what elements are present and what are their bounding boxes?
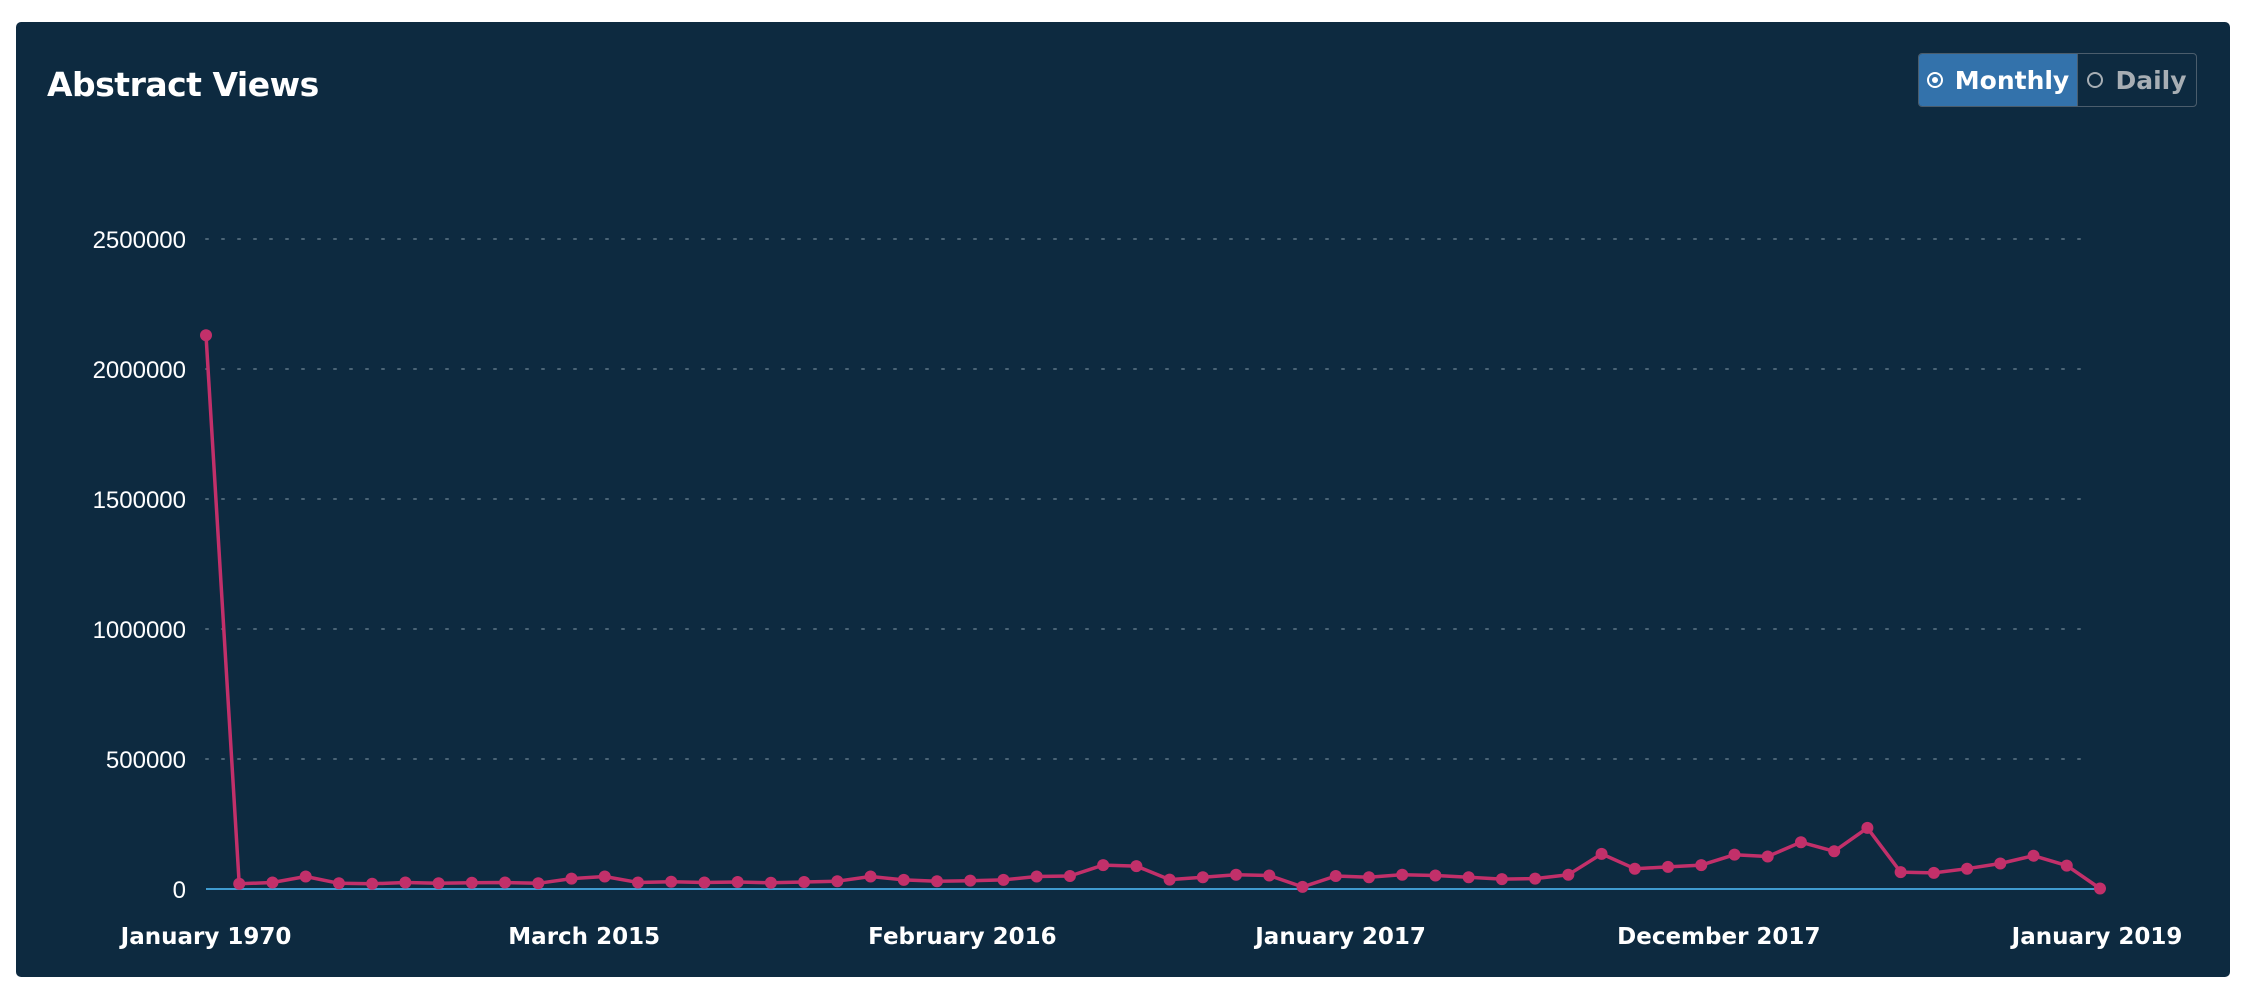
data-point (964, 874, 977, 887)
data-point (1462, 871, 1475, 884)
x-tick-label: March 2015 (508, 924, 660, 950)
data-point (1794, 836, 1807, 849)
chart-panel: Abstract Views Monthly Daily (16, 22, 2230, 977)
data-point (1662, 860, 1675, 873)
data-point (1927, 866, 1940, 879)
data-point (399, 876, 412, 889)
data-point (1994, 857, 2007, 870)
data-point (698, 876, 711, 889)
data-point (1130, 860, 1143, 873)
radio-selected-icon (1926, 72, 1943, 88)
data-point (1196, 871, 1209, 884)
data-point (1728, 848, 1741, 861)
x-tick-label: January 1970 (119, 924, 292, 950)
data-point (1296, 880, 1309, 893)
data-point (1828, 845, 1841, 858)
data-point (565, 872, 578, 885)
data-point (997, 873, 1010, 886)
data-point (1329, 870, 1342, 882)
data-point (598, 870, 611, 883)
data-point (1529, 872, 1542, 885)
data-point (499, 876, 512, 889)
data-point (897, 873, 910, 886)
interval-toggle: Monthly Daily (1918, 53, 2197, 107)
data-point (1063, 870, 1076, 882)
data-point (1030, 870, 1043, 883)
y-tick-label: 500000 (106, 747, 186, 774)
data-point (200, 329, 212, 342)
x-tick-label: January 2019 (2010, 924, 2183, 950)
data-point (1628, 862, 1641, 875)
data-point (366, 877, 379, 890)
data-point (532, 877, 545, 890)
data-point (1396, 868, 1409, 881)
data-point (332, 877, 345, 890)
data-point (432, 877, 445, 890)
data-point (1230, 868, 1243, 881)
daily-label: Daily (2115, 65, 2187, 95)
radio-unselected-icon (2087, 72, 2104, 88)
data-point (764, 876, 777, 889)
data-point (2060, 859, 2073, 872)
data-point (2027, 849, 2040, 862)
x-tick-label: February 2016 (868, 924, 1056, 950)
daily-option[interactable]: Daily (2077, 54, 2196, 106)
y-tick-label: 0 (173, 877, 186, 904)
data-point (1495, 873, 1508, 886)
y-tick-label: 2500000 (93, 227, 186, 254)
x-tick-label: January 2017 (1253, 924, 1426, 950)
data-point (465, 876, 478, 889)
data-point (1562, 868, 1575, 881)
data-point (1097, 859, 1110, 872)
x-tick-label: December 2017 (1617, 924, 1820, 950)
series-line (204, 335, 2101, 890)
y-tick-label: 1500000 (93, 487, 186, 514)
data-point (1362, 871, 1375, 884)
data-point (1163, 873, 1176, 886)
data-point (931, 875, 944, 888)
data-point (864, 870, 877, 883)
data-point (299, 870, 312, 883)
data-point (631, 876, 644, 889)
monthly-label: Monthly (1954, 65, 2070, 95)
data-point (831, 875, 844, 888)
data-point (798, 875, 811, 888)
chart-title: Abstract Views (47, 65, 319, 104)
monthly-option[interactable]: Monthly (1919, 54, 2077, 106)
data-point (1695, 859, 1708, 872)
y-tick-label: 2000000 (93, 357, 186, 384)
y-tick-label: 1000000 (93, 617, 186, 644)
data-point (1861, 821, 1874, 834)
data-point (2094, 882, 2106, 895)
data-point (731, 875, 744, 888)
data-point (1961, 862, 1974, 875)
data-point (1761, 850, 1774, 863)
data-point (233, 877, 246, 890)
data-point (1595, 847, 1608, 860)
data-point (1894, 866, 1907, 879)
data-point (665, 875, 678, 888)
data-point (1263, 869, 1276, 882)
data-point (1429, 869, 1442, 882)
data-point (266, 876, 279, 889)
